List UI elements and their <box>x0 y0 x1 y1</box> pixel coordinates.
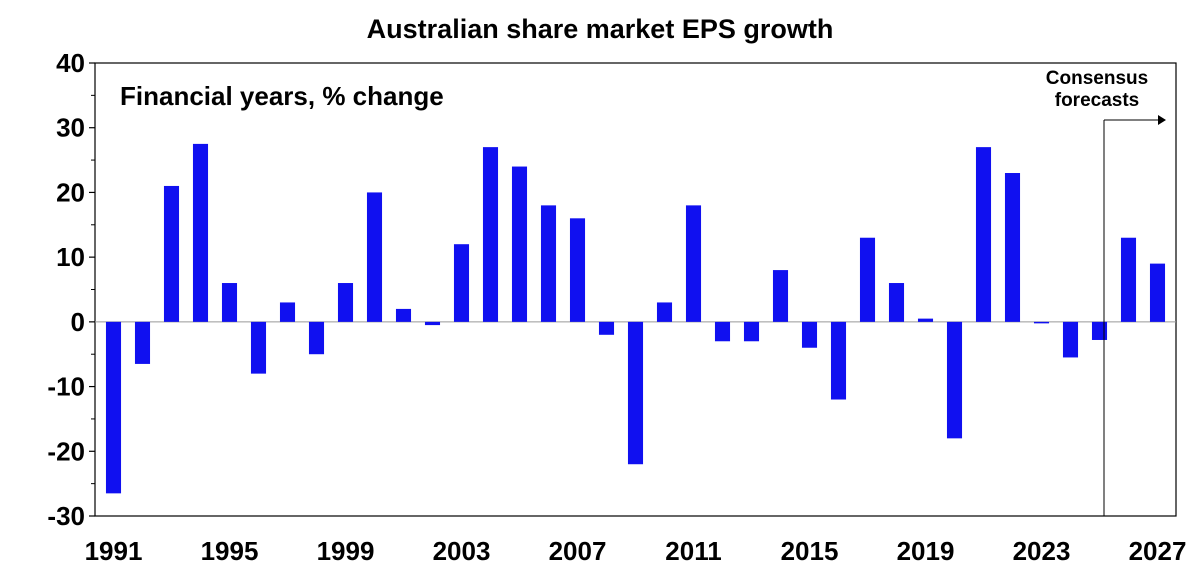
bar-2013 <box>743 321 760 342</box>
y-tick-label: -30 <box>47 501 85 531</box>
bar-2026 <box>1120 237 1137 322</box>
bar-2023 <box>1033 321 1050 324</box>
bar-2009 <box>627 321 644 465</box>
bar-2010 <box>656 302 673 322</box>
bar-2002 <box>424 321 441 326</box>
bar-2021 <box>975 147 992 322</box>
x-tick-label: 2023 <box>1013 536 1071 566</box>
arrow-head <box>1158 115 1166 125</box>
bar-2012 <box>714 321 731 342</box>
bar-2004 <box>482 147 499 322</box>
bar-2017 <box>859 237 876 322</box>
annotation-text: forecasts <box>1055 90 1140 111</box>
bar-2000 <box>366 192 383 322</box>
bar-2015 <box>801 321 818 348</box>
x-tick-label: 1991 <box>85 536 143 566</box>
x-tick-label: 1995 <box>201 536 259 566</box>
bar-1991 <box>105 321 122 494</box>
bar-2027 <box>1149 263 1166 322</box>
bar-2003 <box>453 244 470 322</box>
bar-1992 <box>134 321 151 364</box>
annotation-text: Consensus <box>1046 68 1148 89</box>
x-tick-label: 2019 <box>897 536 955 566</box>
y-tick-label: 30 <box>56 113 85 143</box>
bar-1997 <box>279 302 296 322</box>
bar-2007 <box>569 218 586 322</box>
bar-2014 <box>772 270 789 322</box>
x-tick-label: 2007 <box>549 536 607 566</box>
x-tick-label: 2011 <box>665 536 721 566</box>
bar-2025 <box>1091 321 1108 340</box>
bar-2005 <box>511 166 528 322</box>
y-tick-label: 10 <box>56 242 85 272</box>
bar-2016 <box>830 321 847 400</box>
bar-2020 <box>946 321 963 439</box>
bar-1999 <box>337 283 354 322</box>
chart-subtitle: Financial years, % change <box>120 81 444 111</box>
x-tick-label: 2027 <box>1129 536 1187 566</box>
bar-1994 <box>192 143 209 322</box>
x-tick-label: 1999 <box>317 536 375 566</box>
bar-1995 <box>221 283 238 322</box>
x-tick-label: 2015 <box>781 536 839 566</box>
x-tick-label: 2003 <box>433 536 491 566</box>
bar-2018 <box>888 283 905 322</box>
bar-1996 <box>250 321 267 374</box>
bar-2001 <box>395 308 412 322</box>
bar-2019 <box>917 318 934 322</box>
bar-2024 <box>1062 321 1079 358</box>
bar-2022 <box>1004 173 1021 322</box>
y-tick-label: -10 <box>47 372 85 402</box>
bar-2011 <box>685 205 702 322</box>
bar-2006 <box>540 205 557 322</box>
y-tick-label: 20 <box>56 177 85 207</box>
bar-1998 <box>308 321 325 355</box>
y-tick-label: 40 <box>56 48 85 78</box>
y-tick-label: 0 <box>71 307 85 337</box>
bar-2008 <box>598 321 615 335</box>
y-tick-label: -20 <box>47 436 85 466</box>
chart-title: Australian share market EPS growth <box>366 14 834 44</box>
bar-1993 <box>163 185 180 322</box>
